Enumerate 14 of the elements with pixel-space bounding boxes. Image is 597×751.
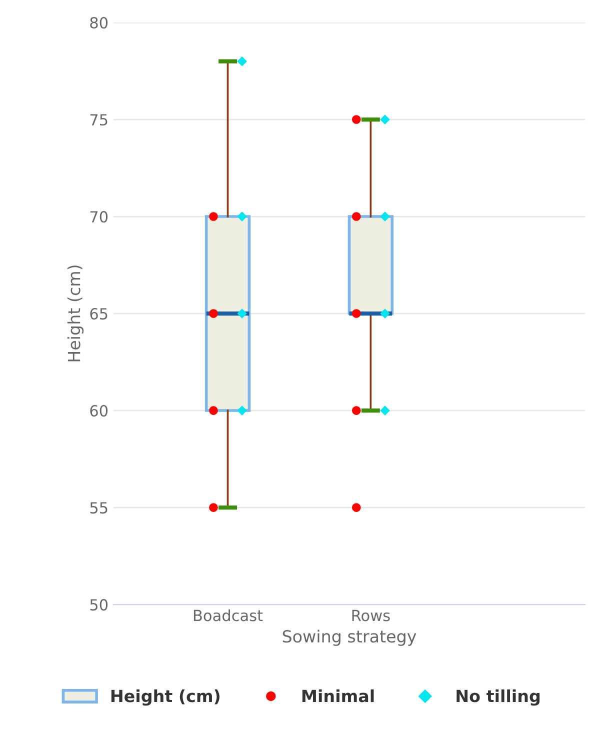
legend-label: Height (cm) [111, 689, 220, 706]
x-axis-title: Sowing strategy [282, 630, 416, 646]
y-axis-title: Height (cm) [67, 266, 84, 362]
x-tick-label: Boadcast [194, 609, 263, 622]
legend-label: Minimal [302, 689, 374, 702]
y-tick-label: 80 [90, 16, 108, 29]
y-tick-label: 55 [90, 502, 108, 514]
legend-label: No tilling [456, 689, 540, 706]
x-tick-label: Rows [352, 610, 390, 622]
y-tick-label: 75 [90, 114, 108, 126]
y-tick-label: 50 [90, 599, 108, 611]
y-tick-label: 65 [90, 308, 108, 320]
y-tick-label: 70 [90, 211, 108, 223]
y-tick-label: 60 [90, 405, 108, 417]
